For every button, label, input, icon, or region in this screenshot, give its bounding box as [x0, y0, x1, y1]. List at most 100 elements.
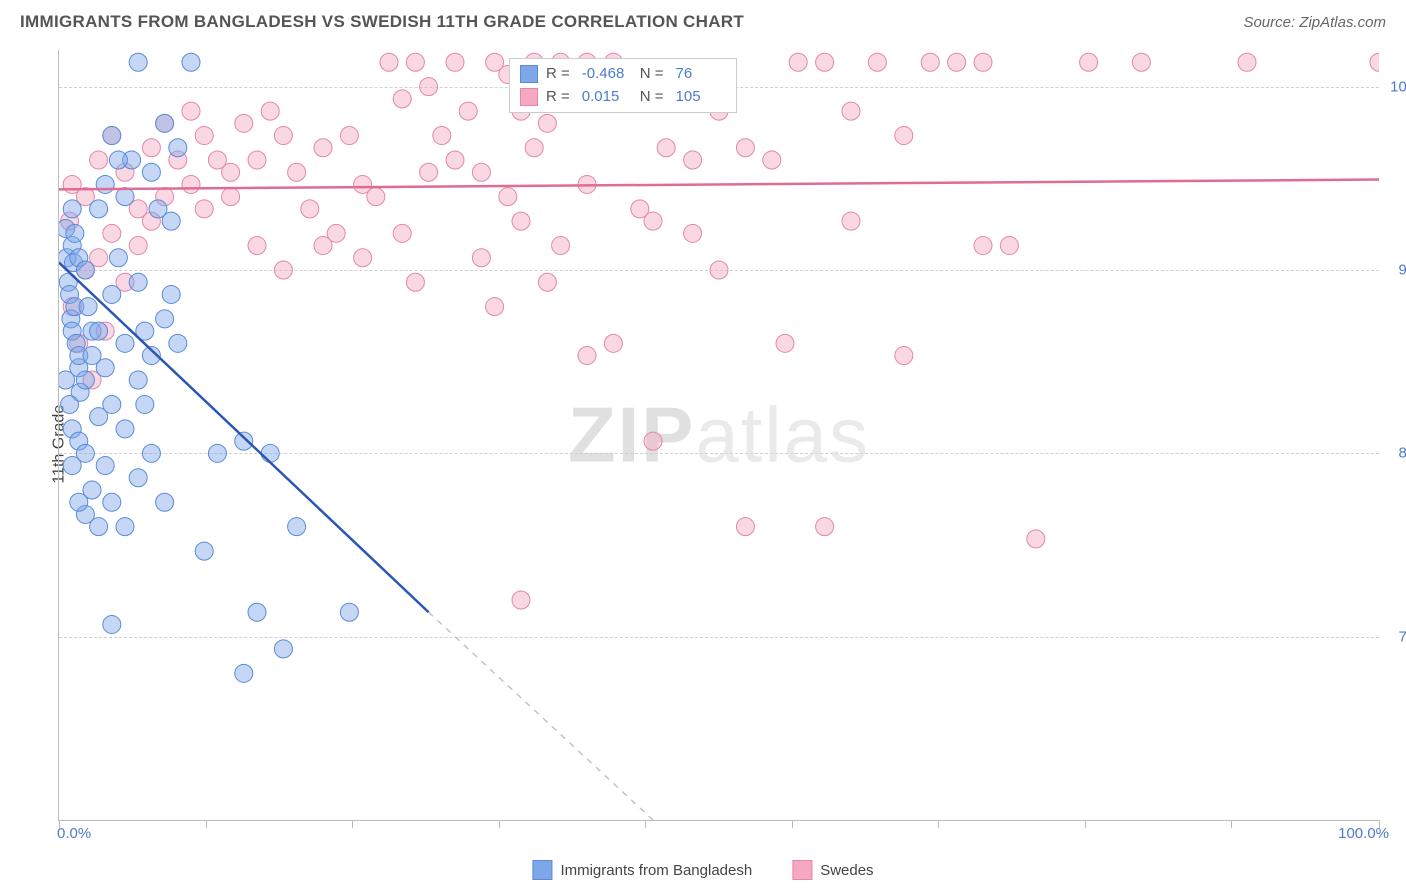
scatter-point — [182, 102, 200, 120]
scatter-point — [499, 188, 517, 206]
scatter-point — [142, 139, 160, 157]
x-label-left: 0.0% — [57, 825, 91, 842]
scatter-point — [512, 212, 530, 230]
scatter-point — [261, 102, 279, 120]
scatter-point — [684, 224, 702, 242]
trend-line-bangladesh — [59, 263, 429, 613]
scatter-point — [538, 273, 556, 291]
scatter-point — [103, 127, 121, 145]
scatter-point — [314, 237, 332, 255]
scatter-point — [842, 102, 860, 120]
scatter-point — [129, 237, 147, 255]
scatter-point — [301, 200, 319, 218]
scatter-point — [142, 444, 160, 462]
scatter-point — [406, 273, 424, 291]
scatter-point — [459, 102, 477, 120]
scatter-point — [486, 298, 504, 316]
scatter-point — [103, 285, 121, 303]
scatter-point — [525, 139, 543, 157]
scatter-point — [1132, 53, 1150, 71]
scatter-point — [59, 371, 75, 389]
scatter-point — [314, 139, 332, 157]
scatter-point — [1238, 53, 1256, 71]
scatter-point — [76, 261, 94, 279]
scatter-point — [921, 53, 939, 71]
chart-area: ZIPatlas 77.5%85.0%92.5%100.0% R =-0.468… — [58, 50, 1379, 821]
scatter-point — [142, 163, 160, 181]
scatter-point — [776, 334, 794, 352]
legend-swatch-2 — [520, 88, 538, 106]
scatter-point — [948, 53, 966, 71]
y-tick-label: 92.5% — [1398, 262, 1406, 279]
scatter-point — [109, 249, 127, 267]
scatter-point — [116, 420, 134, 438]
scatter-point — [433, 127, 451, 145]
n-value-2: 105 — [676, 86, 726, 109]
scatter-point — [578, 347, 596, 365]
scatter-point — [169, 334, 187, 352]
scatter-point — [420, 163, 438, 181]
scatter-point — [710, 261, 728, 279]
correlation-legend: R =-0.468 N =76 R =0.015 N =105 — [509, 58, 737, 113]
scatter-point — [684, 151, 702, 169]
scatter-point — [156, 310, 174, 328]
scatter-point — [76, 371, 94, 389]
scatter-point — [446, 151, 464, 169]
scatter-point — [96, 359, 114, 377]
scatter-point — [340, 127, 358, 145]
scatter-point — [393, 224, 411, 242]
source-label: Source: ZipAtlas.com — [1243, 14, 1386, 31]
scatter-point — [195, 127, 213, 145]
scatter-point — [208, 444, 226, 462]
scatter-point — [895, 127, 913, 145]
legend-swatch-bangladesh — [532, 860, 552, 880]
scatter-point — [235, 432, 253, 450]
scatter-point — [354, 249, 372, 267]
scatter-point — [195, 542, 213, 560]
scatter-point — [420, 78, 438, 96]
scatter-point — [116, 518, 134, 536]
scatter-point — [248, 237, 266, 255]
scatter-point — [868, 53, 886, 71]
scatter-point — [472, 163, 490, 181]
scatter-point — [406, 53, 424, 71]
scatter-point — [103, 224, 121, 242]
scatter-point — [129, 53, 147, 71]
scatter-point — [895, 347, 913, 365]
scatter-point — [288, 163, 306, 181]
scatter-point — [512, 591, 530, 609]
scatter-point — [1027, 530, 1045, 548]
legend-label-swedes: Swedes — [820, 862, 873, 879]
scatter-point — [79, 298, 97, 316]
scatter-point — [380, 53, 398, 71]
scatter-point — [129, 273, 147, 291]
scatter-point — [162, 285, 180, 303]
r-value-2: 0.015 — [582, 86, 632, 109]
trend-line-swedes — [59, 180, 1379, 190]
legend-label-bangladesh: Immigrants from Bangladesh — [560, 862, 752, 879]
scatter-point — [261, 444, 279, 462]
r-value-1: -0.468 — [582, 63, 632, 86]
scatter-point — [90, 322, 108, 340]
scatter-point — [129, 469, 147, 487]
scatter-point — [96, 175, 114, 193]
scatter-point — [116, 334, 134, 352]
scatter-point — [367, 188, 385, 206]
legend-swatch-swedes — [792, 860, 812, 880]
scatter-point — [129, 371, 147, 389]
x-label-right: 100.0% — [1338, 825, 1389, 842]
scatter-point — [235, 664, 253, 682]
n-value-1: 76 — [676, 63, 726, 86]
scatter-point — [248, 151, 266, 169]
y-tick-label: 85.0% — [1398, 445, 1406, 462]
scatter-point — [552, 237, 570, 255]
scatter-point — [103, 395, 121, 413]
scatter-point — [1080, 53, 1098, 71]
scatter-point — [1370, 53, 1379, 71]
scatter-point — [103, 493, 121, 511]
scatter-point — [974, 53, 992, 71]
scatter-point — [109, 151, 127, 169]
scatter-point — [162, 212, 180, 230]
scatter-point — [222, 188, 240, 206]
scatter-point — [136, 395, 154, 413]
